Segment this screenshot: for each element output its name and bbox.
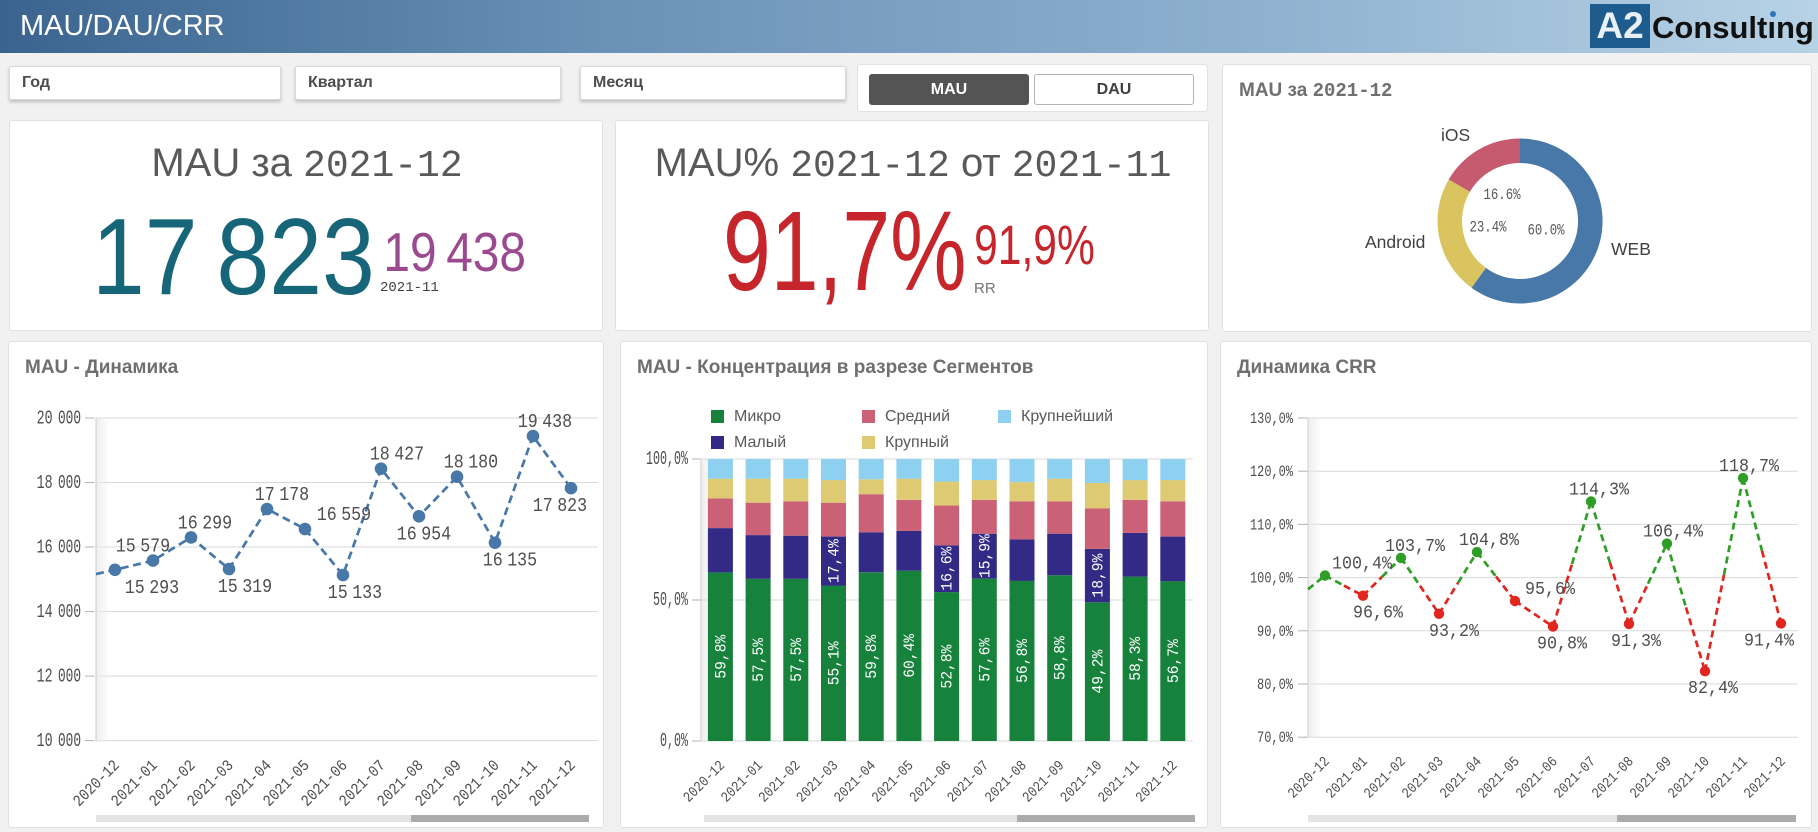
svg-text:17,4%: 17,4% — [826, 538, 844, 583]
svg-text:000: 000 — [58, 408, 81, 430]
svg-text:95,6%: 95,6% — [1525, 580, 1575, 600]
svg-text:17: 17 — [255, 484, 275, 506]
svg-text:293: 293 — [149, 577, 179, 599]
svg-text:93,2%: 93,2% — [1429, 622, 1479, 642]
svg-text:59,8%: 59,8% — [712, 634, 730, 679]
svg-text:15: 15 — [328, 582, 348, 604]
svg-text:10: 10 — [37, 730, 53, 752]
svg-text:82,4%: 82,4% — [1688, 679, 1738, 699]
svg-text:559: 559 — [341, 504, 371, 526]
svg-text:106,4%: 106,4% — [1643, 523, 1703, 543]
svg-text:91,3%: 91,3% — [1611, 632, 1661, 652]
svg-text:60,4%: 60,4% — [901, 633, 919, 678]
svg-text:299: 299 — [202, 512, 232, 534]
svg-text:16.6%: 16.6% — [1484, 186, 1522, 204]
svg-text:100,0%: 100,0% — [1250, 570, 1293, 588]
svg-text:59,8%: 59,8% — [863, 634, 881, 679]
svg-text:954: 954 — [421, 523, 451, 545]
svg-text:57,5%: 57,5% — [750, 637, 768, 682]
svg-text:0,0%: 0,0% — [660, 730, 688, 752]
svg-text:15: 15 — [125, 577, 145, 599]
svg-text:18: 18 — [37, 472, 53, 494]
svg-text:14: 14 — [37, 601, 53, 623]
svg-text:000: 000 — [58, 472, 81, 494]
svg-text:80,0%: 80,0% — [1257, 676, 1293, 694]
svg-text:20: 20 — [37, 408, 53, 430]
svg-text:114,3%: 114,3% — [1569, 481, 1629, 501]
svg-text:104,8%: 104,8% — [1459, 531, 1519, 551]
svg-text:iOS: iOS — [1441, 125, 1470, 145]
svg-text:16: 16 — [397, 523, 417, 545]
svg-text:18: 18 — [370, 444, 390, 466]
svg-text:60.0%: 60.0% — [1528, 222, 1566, 240]
svg-text:823: 823 — [557, 495, 587, 517]
svg-text:WEB: WEB — [1611, 239, 1651, 259]
svg-text:2021-12: 2021-12 — [1133, 758, 1181, 806]
svg-text:91,4%: 91,4% — [1744, 631, 1794, 651]
svg-text:178: 178 — [279, 484, 309, 506]
svg-text:000: 000 — [58, 730, 81, 752]
svg-text:100,0%: 100,0% — [646, 448, 688, 470]
svg-text:17: 17 — [533, 495, 553, 517]
svg-text:120,0%: 120,0% — [1250, 463, 1293, 481]
svg-text:50,0%: 50,0% — [653, 589, 688, 611]
svg-text:130,0%: 130,0% — [1250, 410, 1293, 428]
svg-text:103,7%: 103,7% — [1385, 537, 1445, 557]
svg-text:100,4%: 100,4% — [1332, 555, 1392, 575]
svg-text:135: 135 — [507, 550, 537, 572]
svg-text:000: 000 — [58, 666, 81, 688]
svg-text:70,0%: 70,0% — [1257, 729, 1293, 747]
svg-text:438: 438 — [542, 411, 572, 433]
svg-text:000: 000 — [58, 537, 81, 559]
svg-text:16: 16 — [317, 504, 337, 526]
svg-text:18: 18 — [444, 452, 464, 474]
svg-text:55,1%: 55,1% — [826, 641, 844, 686]
svg-text:427: 427 — [394, 444, 424, 466]
svg-text:15: 15 — [116, 536, 136, 558]
svg-text:133: 133 — [352, 582, 382, 604]
svg-text:Android: Android — [1365, 232, 1425, 252]
svg-text:000: 000 — [58, 601, 81, 623]
svg-text:90,0%: 90,0% — [1257, 623, 1293, 641]
svg-text:12: 12 — [37, 666, 53, 688]
svg-text:15,9%: 15,9% — [976, 533, 994, 578]
svg-text:16: 16 — [37, 537, 53, 559]
svg-text:579: 579 — [140, 536, 170, 558]
svg-text:57,5%: 57,5% — [788, 637, 806, 682]
svg-text:19: 19 — [518, 411, 538, 433]
svg-text:118,7%: 118,7% — [1719, 457, 1779, 477]
svg-text:96,6%: 96,6% — [1353, 604, 1403, 624]
svg-text:58,8%: 58,8% — [1052, 635, 1070, 680]
svg-text:16,6%: 16,6% — [939, 546, 957, 591]
svg-text:56,8%: 56,8% — [1014, 638, 1032, 683]
svg-text:56,7%: 56,7% — [1165, 638, 1183, 683]
svg-text:52,8%: 52,8% — [939, 644, 957, 689]
svg-text:2021-12: 2021-12 — [1741, 754, 1789, 802]
svg-text:57,6%: 57,6% — [976, 637, 994, 682]
svg-text:180: 180 — [468, 452, 498, 474]
svg-text:58,3%: 58,3% — [1127, 636, 1145, 681]
svg-text:110,0%: 110,0% — [1250, 516, 1293, 534]
svg-text:23.4%: 23.4% — [1470, 219, 1508, 237]
svg-text:49,2%: 49,2% — [1089, 649, 1107, 694]
svg-text:90,8%: 90,8% — [1537, 635, 1587, 655]
svg-text:15: 15 — [218, 576, 238, 598]
svg-text:319: 319 — [242, 576, 272, 598]
svg-text:16: 16 — [178, 512, 198, 534]
svg-text:16: 16 — [483, 550, 503, 572]
svg-text:18,9%: 18,9% — [1089, 553, 1107, 598]
